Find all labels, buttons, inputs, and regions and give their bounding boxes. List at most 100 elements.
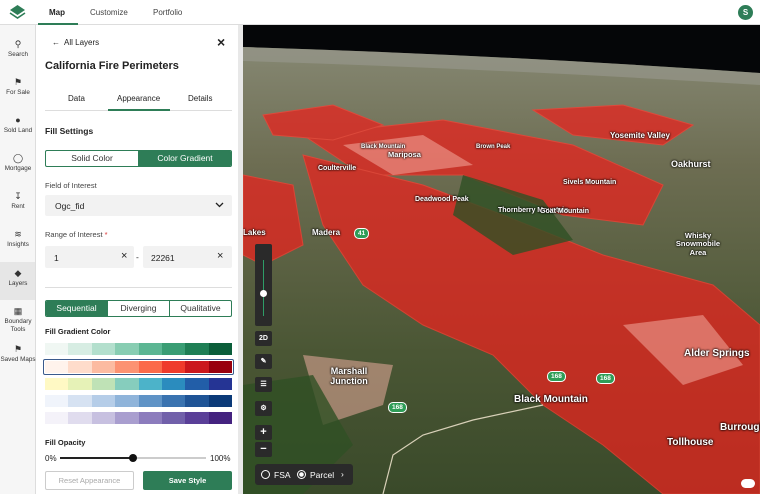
rail-label[interactable]: Saved Maps bbox=[0, 356, 36, 363]
swatch[interactable] bbox=[68, 361, 93, 373]
slider-thumb[interactable] bbox=[260, 290, 267, 297]
swatch[interactable] bbox=[68, 343, 93, 355]
save-button[interactable]: Save Style bbox=[143, 471, 232, 490]
toggle-option[interactable]: Solid Color bbox=[71, 153, 113, 163]
swatch[interactable] bbox=[208, 343, 233, 355]
layer-option[interactable]: Parcel bbox=[310, 470, 335, 480]
rail-label[interactable]: Layers bbox=[8, 280, 28, 287]
rail-icon[interactable]: ▦ bbox=[13, 306, 23, 316]
rail-label[interactable]: Insights bbox=[7, 241, 29, 248]
panel-tab[interactable]: Appearance bbox=[117, 94, 161, 103]
rail-icon[interactable]: ⚑ bbox=[13, 344, 23, 354]
rail-icon[interactable]: ↧ bbox=[14, 191, 22, 201]
swatch[interactable] bbox=[91, 395, 116, 407]
back-link[interactable]: ← All Layers bbox=[52, 38, 100, 47]
swatch[interactable] bbox=[115, 343, 139, 355]
back-text[interactable]: All Layers bbox=[64, 38, 100, 47]
rail-icon[interactable]: ⚲ bbox=[14, 39, 22, 49]
zoom-slider[interactable] bbox=[255, 244, 272, 326]
rail-label[interactable]: Sold Land bbox=[3, 127, 33, 134]
swatch[interactable] bbox=[138, 412, 163, 424]
swatch[interactable] bbox=[91, 378, 116, 390]
view-toggle[interactable]: 2D bbox=[255, 331, 272, 346]
rail-icon[interactable]: ◆ bbox=[14, 268, 22, 278]
zoom-out[interactable]: − bbox=[255, 442, 272, 457]
radio[interactable] bbox=[261, 470, 270, 479]
swatch[interactable] bbox=[185, 395, 209, 407]
swatch[interactable] bbox=[68, 412, 93, 424]
range-max-input[interactable]: 22261 × bbox=[143, 246, 232, 268]
toggle-option[interactable]: Color Gradient bbox=[138, 151, 231, 166]
swatch[interactable] bbox=[91, 343, 116, 355]
rail-icon[interactable]: ⚑ bbox=[13, 77, 23, 87]
nav-tab[interactable]: Map bbox=[49, 8, 65, 17]
rail-label[interactable]: Boundary Tools bbox=[4, 318, 32, 333]
swatch[interactable] bbox=[91, 412, 116, 424]
measure-button[interactable]: ✎ bbox=[255, 354, 272, 369]
rail-label[interactable]: Rent bbox=[11, 203, 25, 210]
nav-tab[interactable]: Portfolio bbox=[153, 8, 183, 17]
swatch[interactable] bbox=[185, 361, 209, 373]
swatch[interactable] bbox=[138, 395, 163, 407]
settings-button[interactable]: ⚙ bbox=[255, 401, 272, 416]
next-arrow[interactable]: › bbox=[341, 469, 344, 479]
rail-label[interactable]: Mortgage bbox=[4, 165, 32, 172]
field-select[interactable]: Ogc_fid bbox=[45, 195, 232, 216]
swatch[interactable] bbox=[208, 412, 233, 424]
swatch[interactable] bbox=[161, 361, 186, 373]
close-button[interactable]: × bbox=[217, 34, 226, 50]
swatch[interactable] bbox=[138, 361, 163, 373]
layers-button[interactable]: ☰ bbox=[255, 377, 272, 392]
rail-icon[interactable]: ● bbox=[15, 115, 21, 125]
toggle-option[interactable]: Qualitative bbox=[169, 301, 231, 316]
swatch[interactable] bbox=[185, 412, 209, 424]
panel-tab[interactable]: Details bbox=[188, 94, 213, 103]
map-view[interactable]: Yosemite Valley Mariposa Coulterville Black… bbox=[243, 25, 760, 494]
swatch[interactable] bbox=[45, 378, 69, 390]
user-avatar[interactable]: S bbox=[738, 5, 753, 20]
swatch[interactable] bbox=[68, 395, 93, 407]
rail-label[interactable]: For Sale bbox=[6, 89, 30, 96]
panel-tab[interactable]: Data bbox=[68, 94, 85, 103]
swatch[interactable] bbox=[45, 343, 69, 355]
zoom-in[interactable]: + bbox=[255, 425, 272, 440]
toggle-option[interactable]: Sequential bbox=[46, 301, 107, 316]
swatch[interactable] bbox=[138, 378, 163, 390]
swatch[interactable] bbox=[185, 343, 209, 355]
layer-option[interactable]: FSA bbox=[274, 470, 291, 480]
range-min-input[interactable]: 1 × bbox=[45, 246, 134, 268]
top-bar: Map Customize Portfolio S bbox=[0, 0, 760, 25]
swatch[interactable] bbox=[208, 378, 233, 390]
rail-icon[interactable]: ≋ bbox=[14, 229, 22, 239]
clear-button[interactable]: × bbox=[121, 250, 128, 262]
select-value[interactable]: Ogc_fid bbox=[55, 201, 85, 211]
swatch[interactable] bbox=[208, 395, 233, 407]
input-value[interactable]: 22261 bbox=[151, 253, 175, 263]
toggle-option[interactable]: Diverging bbox=[107, 301, 169, 316]
nav-tab[interactable]: Customize bbox=[90, 8, 128, 17]
reset-button[interactable]: Reset Appearance bbox=[45, 471, 134, 490]
opacity-label: Fill Opacity bbox=[45, 438, 86, 447]
swatch[interactable] bbox=[115, 378, 139, 390]
rail-label[interactable]: Search bbox=[8, 51, 28, 58]
swatch[interactable] bbox=[161, 395, 186, 407]
swatch[interactable] bbox=[45, 361, 69, 373]
slider-thumb[interactable] bbox=[129, 454, 137, 462]
swatch[interactable] bbox=[68, 378, 93, 390]
swatch[interactable] bbox=[208, 361, 233, 373]
radio[interactable] bbox=[297, 470, 306, 479]
swatch[interactable] bbox=[45, 395, 69, 407]
swatch[interactable] bbox=[161, 412, 186, 424]
clear-button[interactable]: × bbox=[217, 250, 224, 262]
swatch[interactable] bbox=[91, 361, 116, 373]
swatch[interactable] bbox=[115, 395, 139, 407]
swatch[interactable] bbox=[161, 343, 186, 355]
input-value[interactable]: 1 bbox=[54, 253, 59, 263]
rail-icon[interactable]: ◯ bbox=[12, 153, 24, 163]
swatch[interactable] bbox=[45, 412, 69, 424]
swatch[interactable] bbox=[138, 343, 163, 355]
swatch[interactable] bbox=[185, 378, 209, 390]
swatch[interactable] bbox=[161, 378, 186, 390]
swatch[interactable] bbox=[115, 412, 139, 424]
swatch[interactable] bbox=[115, 361, 139, 373]
